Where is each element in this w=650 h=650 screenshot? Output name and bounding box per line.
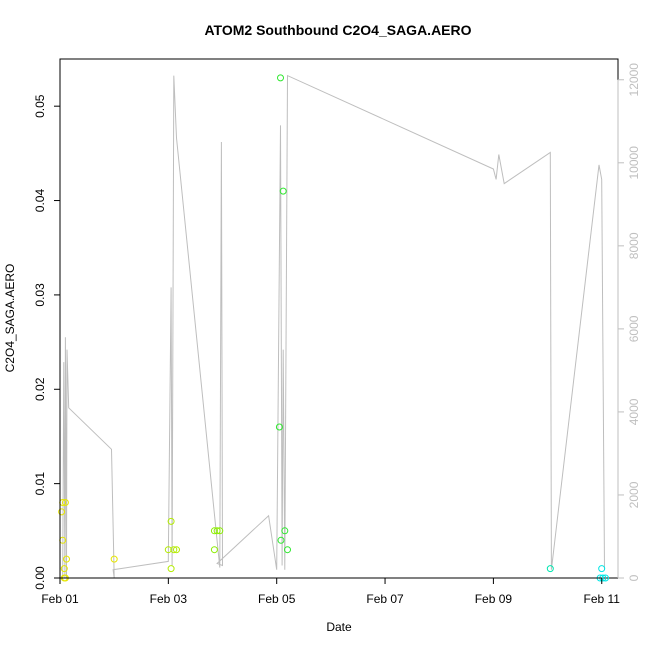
y-tick-label: 0.01 [33, 472, 47, 496]
secondary-series-line [62, 74, 605, 579]
x-tick-label: Feb 11 [584, 592, 621, 606]
data-point [58, 508, 66, 516]
data-point [275, 423, 283, 431]
data-point [277, 74, 284, 82]
data-point [284, 546, 291, 554]
data-point [281, 527, 289, 535]
x-tick-label: Feb 01 [41, 592, 79, 606]
y-axis-label: C2O4_SAGA.AERO [3, 264, 17, 373]
x-tick-label: Feb 03 [150, 592, 188, 606]
secondary-line-layer [62, 74, 605, 579]
y2-tick-label: 12000 [627, 63, 641, 97]
y2-tick-label: 8000 [627, 232, 641, 259]
data-point [210, 527, 218, 535]
y-axis: 0.00 0.01 0.02 0.03 0.04 0.05 [33, 94, 61, 590]
y-tick-label: 0.02 [33, 377, 47, 401]
y2-tick-label: 2000 [627, 481, 641, 508]
data-point [63, 555, 70, 563]
data-point [167, 517, 175, 525]
data-point [277, 536, 285, 544]
y-tick-label: 0.00 [33, 566, 47, 590]
y2-tick-label: 4000 [627, 398, 641, 425]
plot-frame [59, 58, 619, 579]
data-point [167, 565, 175, 573]
data-point [210, 546, 218, 554]
y2-tick-label: 6000 [627, 315, 641, 342]
y2-tick-label: 10000 [627, 146, 641, 180]
data-point [173, 546, 180, 554]
data-point [546, 565, 554, 573]
data-point [602, 574, 609, 582]
data-point [213, 527, 221, 535]
x-tick-label: Feb 09 [475, 592, 513, 606]
data-point [279, 187, 287, 195]
data-point [61, 499, 69, 506]
y-tick-label: 0.04 [33, 189, 47, 213]
data-point [60, 565, 68, 573]
y-tick-label: 0.03 [33, 283, 47, 307]
points-layer [58, 74, 609, 582]
data-point [216, 527, 224, 535]
x-tick-label: Feb 07 [366, 592, 404, 606]
data-point [598, 565, 606, 573]
data-point [170, 546, 178, 554]
data-point [110, 555, 118, 563]
y2-axis: 0 2000 4000 6000 8000 10000 12000 [617, 63, 641, 581]
x-tick-label: Feb 05 [258, 592, 296, 606]
x-axis-label: Date [326, 620, 352, 634]
x-axis: Feb 01 Feb 03 Feb 05 Feb 07 Feb 09 Feb 11 [41, 577, 621, 606]
y2-tick-label: 0 [627, 574, 641, 581]
chart-title: ATOM2 Southbound C2O4_SAGA.AERO [204, 22, 471, 38]
y-tick-label: 0.05 [33, 94, 47, 118]
